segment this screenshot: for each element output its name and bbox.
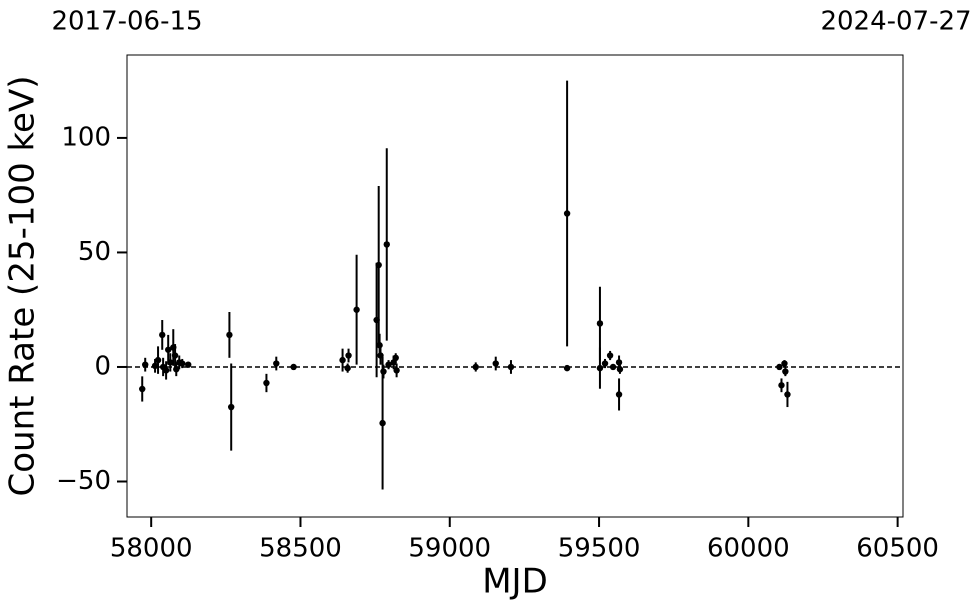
y-tick-label: 50 xyxy=(78,237,111,267)
data-point xyxy=(596,364,604,372)
data-point xyxy=(226,331,233,339)
data-point xyxy=(507,363,515,371)
data-point xyxy=(776,363,783,371)
x-tick-label: 59500 xyxy=(558,534,641,564)
data-point xyxy=(563,210,571,217)
plot-frame xyxy=(126,54,904,518)
data-point xyxy=(375,261,382,269)
x-tick-label: 60500 xyxy=(856,534,939,564)
data-point xyxy=(263,379,270,387)
data-point xyxy=(139,385,146,393)
data-point xyxy=(380,368,387,375)
data-point xyxy=(784,391,791,398)
data-point xyxy=(345,352,352,359)
data-point xyxy=(179,360,186,367)
top-axis-label: 2024-07-27 xyxy=(820,7,971,37)
data-point xyxy=(383,241,390,248)
data-point xyxy=(379,419,386,427)
x-tick-label: 58500 xyxy=(259,534,342,564)
data-point xyxy=(782,368,789,375)
y-tick-label: −50 xyxy=(56,466,111,496)
data-point xyxy=(339,356,346,364)
data-point xyxy=(616,366,624,373)
data-point xyxy=(344,364,351,372)
y-tick-label: 100 xyxy=(61,122,111,152)
data-point xyxy=(171,352,179,359)
data-point xyxy=(393,367,400,374)
data-point xyxy=(778,382,785,389)
data-point xyxy=(142,361,149,368)
data-point xyxy=(167,359,174,366)
data-point xyxy=(290,363,297,371)
top-axis-label: 2017-06-15 xyxy=(51,7,202,37)
data-point xyxy=(173,366,180,373)
data-point xyxy=(154,356,162,364)
data-point xyxy=(159,331,166,339)
data-point xyxy=(165,346,172,353)
data-point xyxy=(273,360,280,367)
data-point xyxy=(615,391,623,398)
x-tick-label: 59000 xyxy=(408,534,491,564)
data-point xyxy=(228,403,235,411)
data-point xyxy=(606,352,614,359)
data-point xyxy=(185,361,192,368)
y-axis-label: Count Rate (25-100 keV) xyxy=(3,76,43,497)
x-tick-label: 60000 xyxy=(707,534,790,564)
data-point xyxy=(472,363,479,371)
data-point xyxy=(392,354,399,362)
data-point xyxy=(563,364,571,372)
x-axis-label: MJD xyxy=(482,562,548,602)
data-point xyxy=(162,367,170,374)
data-point xyxy=(781,360,788,367)
data-point xyxy=(151,362,159,370)
data-point xyxy=(601,360,609,367)
data-point xyxy=(385,361,392,368)
y-tick-label: 0 xyxy=(94,351,111,381)
data-point xyxy=(615,359,623,366)
x-tick-label: 58000 xyxy=(110,534,193,564)
data-point xyxy=(492,360,499,367)
data-point xyxy=(353,306,360,313)
data-point xyxy=(596,320,604,327)
data-point xyxy=(609,363,617,371)
